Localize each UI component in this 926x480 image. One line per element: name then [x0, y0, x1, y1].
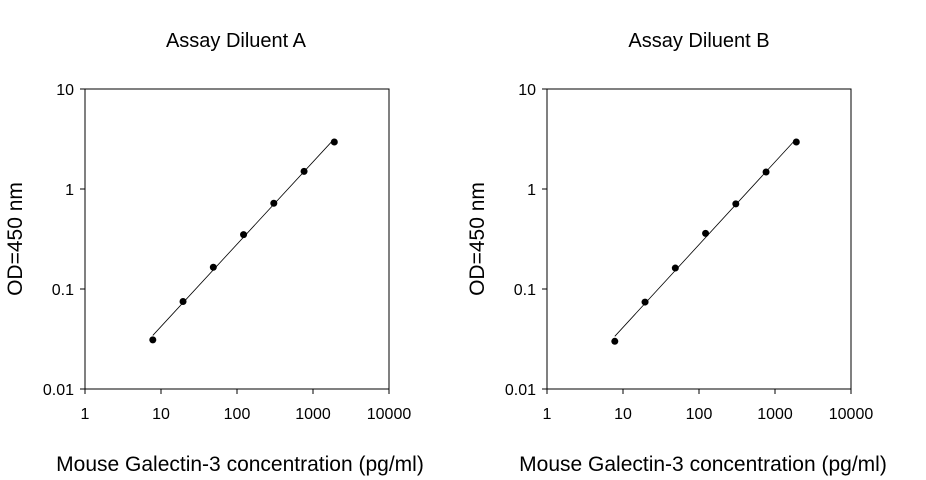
data-point [149, 336, 157, 344]
data-point [792, 138, 800, 146]
x-axis-label: Mouse Galectin-3 concentration (pg/ml) [519, 453, 887, 476]
data-point [330, 138, 338, 146]
x-tick-label: 100 [686, 406, 713, 423]
fit-line [614, 138, 797, 337]
plot-area-frame [546, 88, 852, 390]
data-point [300, 167, 308, 175]
data-point [762, 168, 770, 176]
data-point [702, 229, 710, 237]
x-tick-label: 1 [81, 406, 90, 423]
data-point [611, 337, 619, 345]
data-point [270, 199, 278, 207]
x-tick-label: 1000 [295, 406, 331, 423]
y-tick-label: 1 [527, 182, 536, 199]
y-tick-label: 10 [518, 82, 536, 99]
y-tick-label: 0.1 [514, 282, 536, 299]
x-tick-label: 10 [152, 406, 170, 423]
y-tick-label: 1 [65, 182, 74, 199]
x-tick-label: 1000 [757, 406, 793, 423]
x-axis-label: Mouse Galectin-3 concentration (pg/ml) [56, 453, 424, 476]
data-point [240, 231, 248, 239]
data-point [641, 298, 649, 306]
x-tick-label: 10000 [829, 406, 874, 423]
y-tick-label: 0.01 [505, 382, 536, 399]
x-tick-label: 10000 [367, 406, 412, 423]
data-point [209, 263, 217, 271]
data-point [671, 264, 679, 272]
y-tick-label: 0.1 [52, 282, 74, 299]
y-tick-label: 10 [56, 82, 74, 99]
x-tick-label: 100 [224, 406, 251, 423]
data-point [732, 200, 740, 208]
y-tick-label: 0.01 [43, 382, 74, 399]
y-axis-label: OD=450 nm [4, 182, 27, 296]
x-tick-label: 1 [543, 406, 552, 423]
chart-title: Assay Diluent A [166, 30, 307, 52]
chart-panel-assay-diluent-b: Assay Diluent B 1 10 100 1000 10000 0.01 0.1 1 10… [466, 30, 887, 476]
y-axis-label: OD=450 nm [466, 182, 489, 296]
plot-area-frame [84, 88, 390, 390]
data-point [179, 297, 187, 305]
chart-panel-assay-diluent-a: Assay Diluent A 1 10 100 1000 10000 0.01 0.1 1 10… [4, 30, 424, 476]
x-tick-label: 10 [614, 406, 632, 423]
chart-title: Assay Diluent B [628, 30, 769, 52]
